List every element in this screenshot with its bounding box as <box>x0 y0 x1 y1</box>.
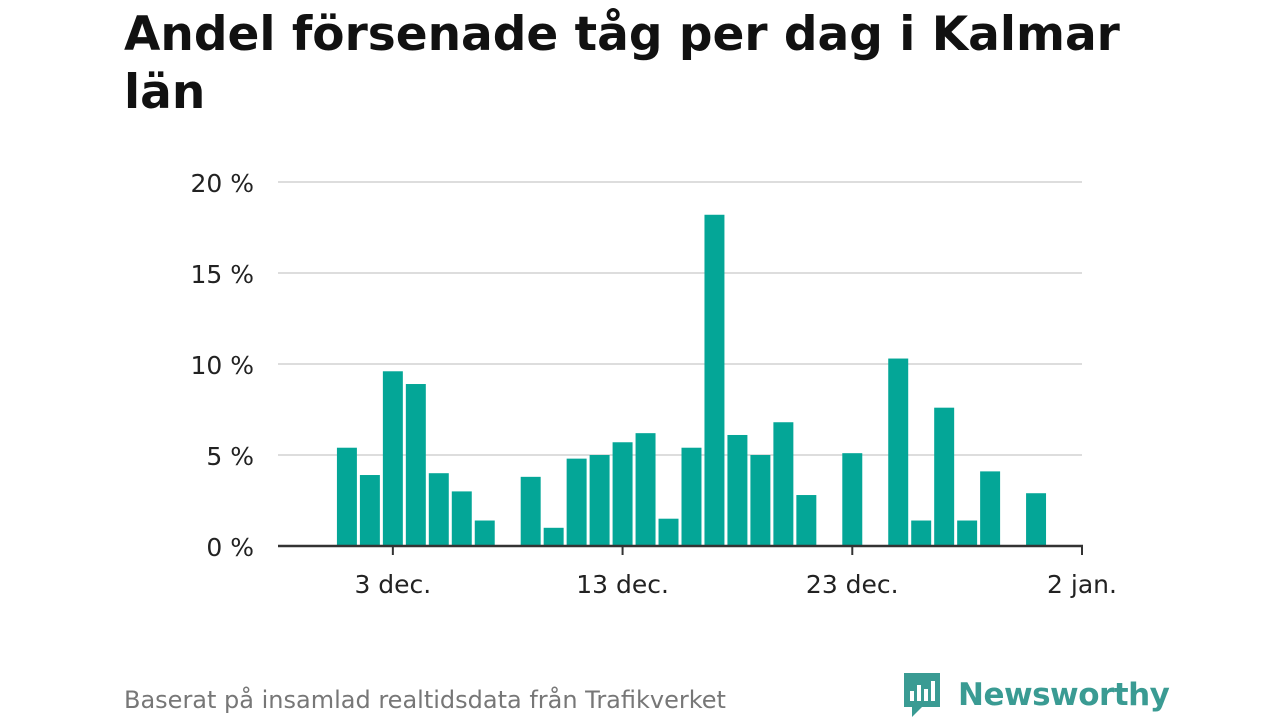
bar <box>428 473 449 546</box>
bar <box>1026 493 1047 546</box>
y-tick-label: 0 % <box>206 533 254 562</box>
x-tick-label: 3 dec. <box>354 570 431 599</box>
bar <box>520 476 541 546</box>
bar <box>727 434 748 546</box>
source-note: Baserat på insamlad realtidsdata från Tr… <box>124 686 726 714</box>
bars <box>336 214 1047 546</box>
chart-title: Andel försenade tåg per dag i Kalmar län <box>124 7 1120 120</box>
brand: Newsworthy <box>902 671 1170 719</box>
x-axis <box>278 544 1083 555</box>
x-tick-label: 13 dec. <box>576 570 669 599</box>
bar <box>842 453 863 546</box>
bar <box>750 455 771 546</box>
bar <box>589 455 610 546</box>
bar <box>911 520 932 546</box>
bar <box>451 491 472 546</box>
bar <box>612 442 633 546</box>
bar <box>566 458 587 546</box>
x-tick-label: 2 jan. <box>1047 570 1117 599</box>
bar <box>888 358 909 546</box>
bar <box>704 214 725 546</box>
bar <box>980 471 1001 546</box>
bar <box>543 527 564 546</box>
bar <box>773 422 794 546</box>
bar <box>934 407 955 546</box>
y-tick-label: 20 % <box>190 169 254 198</box>
x-tick-label: 23 dec. <box>806 570 899 599</box>
bar <box>405 384 426 546</box>
bar <box>957 520 978 546</box>
bar <box>336 447 357 546</box>
bar <box>635 433 656 546</box>
y-tick-label: 5 % <box>206 442 254 471</box>
bar <box>796 495 817 546</box>
x-tick-labels: 3 dec. 13 dec. 23 dec. 2 jan. <box>354 570 1117 599</box>
y-tick-label: 15 % <box>190 260 254 289</box>
y-tick-label: 10 % <box>190 351 254 380</box>
bar <box>382 371 403 546</box>
y-tick-labels: 0 % 5 % 10 % 15 % 20 % <box>190 169 254 562</box>
brand-name: Newsworthy <box>958 677 1170 713</box>
bar <box>681 447 702 546</box>
newsworthy-logo-icon <box>904 673 940 717</box>
bar <box>658 518 679 546</box>
bar <box>474 520 495 546</box>
bar <box>359 475 380 546</box>
